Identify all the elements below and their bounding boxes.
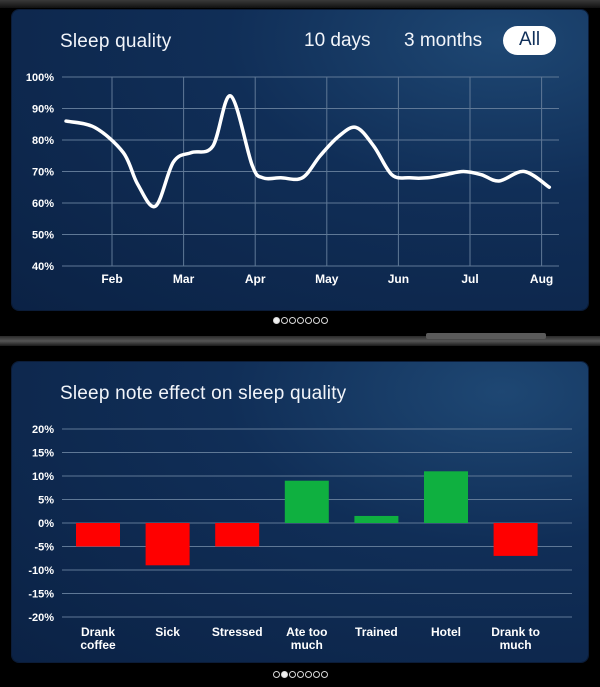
range-tab-all[interactable]: All	[503, 26, 557, 55]
top-page-dot[interactable]	[280, 317, 288, 324]
x-tick-label: Aug	[530, 272, 553, 286]
top-page-dot[interactable]	[304, 317, 312, 324]
y-tick-label: 60%	[32, 198, 54, 210]
x-tick-label: Trained	[355, 625, 398, 639]
bar	[354, 515, 399, 523]
bottom-page-dot[interactable]	[312, 671, 320, 678]
sleep-note-effect-card: Sleep note effect on sleep quality 20% 15…	[12, 362, 588, 662]
x-tick-label: Drank coffee	[80, 625, 116, 652]
bottom-page-dot[interactable]	[272, 671, 280, 678]
y-tick-label: 70%	[32, 167, 54, 179]
x-tick-label: Stressed	[212, 625, 263, 639]
x-tick-label: Jul	[461, 272, 478, 286]
x-tick-label: Sick	[155, 625, 180, 639]
x-tick-label: Apr	[245, 272, 266, 286]
y-tick-label: -15%	[28, 589, 54, 601]
top-page-dot[interactable]	[312, 317, 320, 324]
x-tick-label: Feb	[101, 272, 122, 286]
sleep-quality-line-chart: 100% 90% 80% 70% 60% 50% 40% Feb Mar Apr May Jun Jul…	[26, 72, 559, 286]
y-tick-label: 15%	[32, 448, 54, 460]
top-page-dot[interactable]	[288, 317, 296, 324]
bar	[145, 523, 190, 566]
sleep-quality-title: Sleep quality	[60, 31, 172, 52]
sleep-note-effect-bar-chart: 20% 15% 10% 5% 0% -5% -10% -15% -20% Drank coffee S…	[28, 424, 572, 652]
bar	[493, 523, 538, 556]
x-tick-label: Hotel	[431, 625, 461, 639]
x-tick-label: Mar	[173, 272, 195, 286]
bar	[284, 480, 329, 523]
y-tick-label: 50%	[32, 230, 54, 242]
bar	[76, 523, 120, 547]
bar	[424, 471, 468, 523]
x-tick-label: May	[315, 272, 339, 286]
y-tick-label: 80%	[32, 135, 54, 147]
bottom-page-dot[interactable]	[304, 671, 312, 678]
y-tick-label: 10%	[32, 471, 54, 483]
x-tick-label: Jun	[388, 272, 409, 286]
device-bezel-top	[0, 0, 600, 8]
bottom-page-indicator	[0, 671, 600, 681]
bottom-page-dot[interactable]	[288, 671, 296, 678]
x-tick-label: Drank to much	[491, 625, 540, 652]
top-page-dot[interactable]	[296, 317, 304, 324]
range-tab-3-months[interactable]: 3 months	[404, 30, 483, 51]
y-tick-label: 100%	[26, 72, 54, 84]
y-tick-label: -10%	[28, 565, 54, 577]
device-divider	[0, 336, 600, 346]
bar	[215, 523, 260, 547]
bottom-page-dot[interactable]	[320, 671, 328, 678]
sleep-quality-series-line	[64, 94, 552, 209]
top-page-dot[interactable]	[320, 317, 328, 324]
y-tick-label: -20%	[28, 612, 54, 624]
bottom-page-dot[interactable]	[296, 671, 304, 678]
y-tick-label: 90%	[32, 104, 54, 116]
sleep-quality-card: Sleep quality 10 days 3 months All 100% 9…	[12, 10, 588, 310]
top-page-dot[interactable]	[272, 317, 280, 324]
sleep-note-effect-title: Sleep note effect on sleep quality	[60, 383, 347, 404]
top-page-indicator	[0, 317, 600, 327]
y-tick-label: 5%	[38, 495, 54, 507]
bottom-page-dot[interactable]	[280, 671, 288, 678]
range-tab-10-days[interactable]: 10 days	[304, 30, 371, 51]
y-tick-label: 40%	[32, 261, 54, 273]
y-tick-label: -5%	[34, 542, 54, 554]
y-tick-label: 20%	[32, 424, 54, 436]
device-notch	[426, 333, 546, 339]
x-tick-label: Ate too much	[286, 625, 327, 652]
y-tick-label: 0%	[38, 518, 54, 530]
